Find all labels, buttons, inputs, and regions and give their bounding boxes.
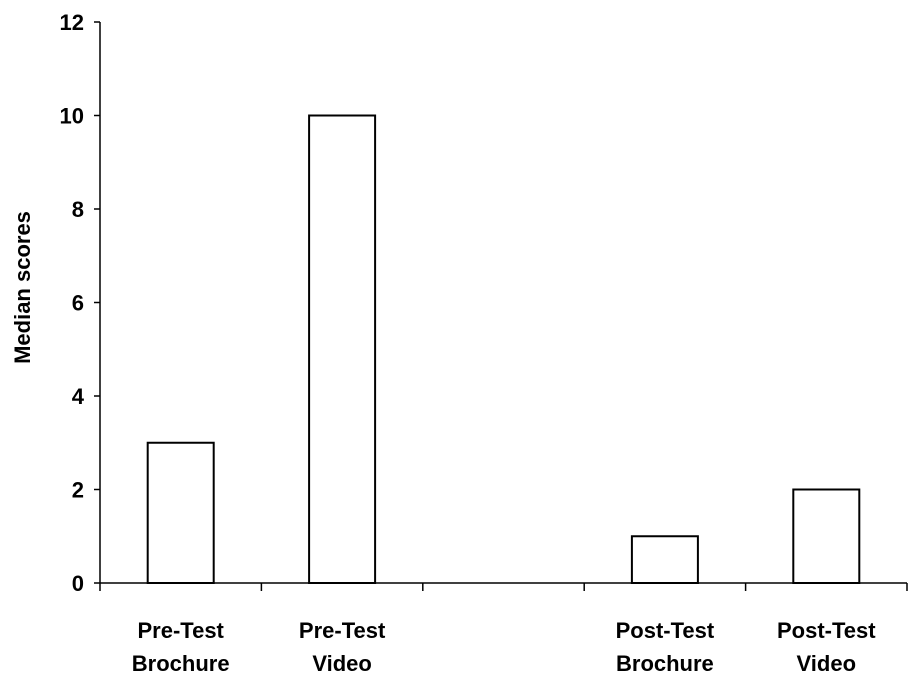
x-category-label-line: Pre-Test	[299, 618, 386, 643]
x-category-label-line: Post-Test	[616, 618, 715, 643]
y-axis-ticks: 0 2 4 6 8 10 12	[60, 10, 100, 596]
y-tick-label: 6	[72, 291, 84, 316]
x-category-label-line: Brochure	[616, 651, 714, 676]
x-category-label: Pre-Test Video	[299, 618, 386, 676]
x-category-label: Post-Test Brochure	[616, 618, 715, 676]
x-category-label-line: Video	[312, 651, 372, 676]
y-axis-title: Median scores	[10, 211, 35, 364]
y-tick-label: 10	[60, 104, 84, 129]
y-tick-label: 12	[60, 10, 84, 35]
x-category-label-line: Brochure	[132, 651, 230, 676]
bar	[308, 114, 377, 584]
x-category-label-line: Post-Test	[777, 618, 876, 643]
y-tick-label: 8	[72, 197, 84, 222]
x-category-label-line: Pre-Test	[137, 618, 224, 643]
bar	[146, 441, 215, 584]
y-tick-label: 4	[72, 384, 85, 409]
y-tick-label: 0	[72, 571, 84, 596]
bars	[146, 114, 861, 584]
bar	[630, 535, 699, 584]
x-category-label: Post-Test Video	[777, 618, 876, 676]
y-tick-label: 2	[72, 478, 84, 503]
bar	[792, 488, 861, 584]
x-axis-ticks: Pre-Test Brochure Pre-Test Video Post-Test Br…	[99, 583, 908, 676]
x-category-label-line: Video	[797, 651, 857, 676]
x-category-label: Pre-Test Brochure	[132, 618, 230, 676]
